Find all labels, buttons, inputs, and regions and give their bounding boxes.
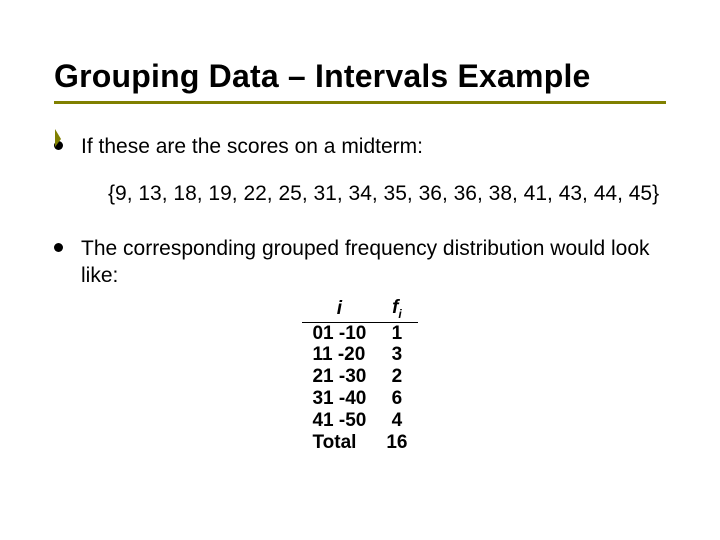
bullet-2-text: The corresponding grouped frequency dist… — [81, 236, 666, 289]
cell-freq: 6 — [376, 388, 417, 410]
table-row: 41 -50 4 — [302, 410, 417, 432]
cell-interval: Total — [302, 432, 376, 454]
cell-interval: 31 -40 — [302, 388, 376, 410]
cell-freq: 2 — [376, 366, 417, 388]
page-title: Grouping Data – Intervals Example — [54, 58, 666, 95]
cell-interval: 01 -10 — [302, 322, 376, 344]
slide: Grouping Data – Intervals Example If the… — [0, 0, 720, 540]
cell-freq: 4 — [376, 410, 417, 432]
table-row: 01 -10 1 — [302, 322, 417, 344]
frequency-table: i fi 01 -10 1 11 -20 3 21 -30 2 31 — [302, 297, 417, 454]
bullet-1-text: If these are the scores on a midterm: — [81, 134, 423, 160]
table-row: 21 -30 2 — [302, 366, 417, 388]
cell-freq: 1 — [376, 322, 417, 344]
table-row: 11 -20 3 — [302, 344, 417, 366]
cell-freq: 16 — [376, 432, 417, 454]
title-underline — [54, 101, 666, 104]
bullet-2: The corresponding grouped frequency dist… — [54, 236, 666, 289]
cell-freq: 3 — [376, 344, 417, 366]
frequency-table-wrap: i fi 01 -10 1 11 -20 3 21 -30 2 31 — [54, 297, 666, 454]
f-sub: i — [398, 307, 401, 321]
dataset-text: {9, 13, 18, 19, 22, 25, 31, 34, 35, 36, … — [108, 182, 666, 206]
table-row: 31 -40 6 — [302, 388, 417, 410]
col-header-interval: i — [302, 297, 376, 322]
bullet-1: If these are the scores on a midterm: — [54, 134, 666, 160]
table-header-row: i fi — [302, 297, 417, 322]
cell-interval: 41 -50 — [302, 410, 376, 432]
bullet-dot-icon — [54, 243, 63, 252]
table-row: Total 16 — [302, 432, 417, 454]
cell-interval: 11 -20 — [302, 344, 376, 366]
accent-tick-icon — [54, 128, 64, 138]
col-header-frequency: fi — [376, 297, 417, 322]
cell-interval: 21 -30 — [302, 366, 376, 388]
